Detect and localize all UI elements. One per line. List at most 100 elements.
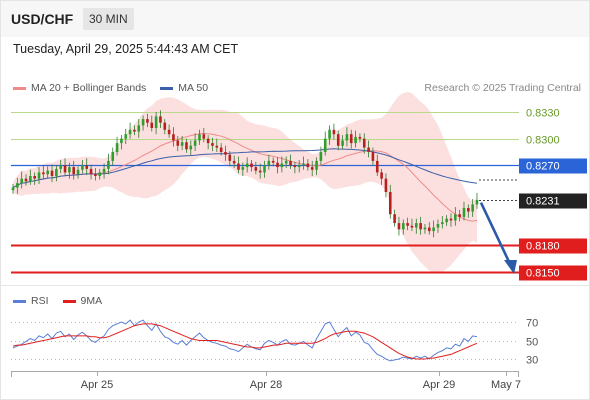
candle-up (280, 163, 284, 168)
candle-up (37, 172, 41, 179)
candle-down (397, 223, 401, 230)
candle-up (198, 134, 201, 141)
candle (111, 147, 115, 166)
candle (328, 125, 331, 145)
candle (436, 219, 440, 233)
candle (72, 160, 76, 180)
candle (371, 147, 375, 166)
candle-up (345, 134, 349, 141)
candle-up (454, 214, 457, 221)
candle (341, 135, 344, 150)
candle-down (427, 227, 431, 232)
candle-down (237, 163, 240, 170)
rsi-tick-label: 50 (526, 337, 538, 349)
rsi-tick-label: 30 (526, 355, 538, 367)
candle (462, 201, 466, 221)
candle-up (154, 116, 158, 128)
candle (454, 207, 457, 226)
candle (380, 168, 383, 185)
candle (388, 184, 392, 219)
candle (150, 115, 154, 132)
candle-down (94, 174, 97, 176)
candle (189, 140, 193, 156)
price-legend: MA 20 + Bollinger Bands MA 50 (13, 82, 208, 94)
candle-up (11, 187, 15, 191)
candle (375, 154, 379, 176)
candle-down (467, 208, 470, 212)
ma9-swatch (62, 299, 76, 303)
candle (81, 160, 84, 174)
candle-down (250, 163, 253, 168)
candle (397, 216, 401, 236)
candle (267, 154, 271, 170)
level-label: 0.8180 (526, 241, 560, 253)
candle (228, 151, 232, 167)
x-tick-label: Apr 29 (423, 379, 455, 391)
candle (401, 219, 405, 235)
candle (133, 125, 136, 136)
rsi-label: RSI (31, 295, 49, 307)
candle (20, 171, 23, 189)
candle-down (167, 129, 171, 135)
candle-up (423, 227, 427, 230)
level-label: 0.8231 (526, 196, 560, 208)
candle (63, 158, 67, 176)
candle-up (354, 136, 357, 144)
candle (154, 112, 158, 135)
candle-up (46, 170, 49, 175)
candle-down (33, 176, 36, 179)
candle (180, 136, 184, 151)
candle (55, 165, 58, 182)
candle (42, 165, 45, 179)
candle (441, 216, 444, 229)
candle-up (107, 160, 110, 169)
candle-down (42, 172, 45, 175)
candle-up (115, 143, 119, 152)
candle (24, 174, 28, 186)
level-badge (519, 193, 587, 209)
level-label: 0.8270 (526, 161, 560, 173)
candle-down (293, 165, 297, 168)
candle-up (401, 223, 405, 230)
candle-down (367, 147, 370, 152)
candle (128, 122, 132, 139)
candle-up (284, 160, 288, 164)
candle-up (111, 152, 115, 161)
candle (33, 172, 36, 185)
candle-down (336, 134, 340, 146)
timeframe-button[interactable]: 30 MIN (83, 8, 134, 30)
candle-up (436, 224, 440, 228)
candle (475, 192, 479, 209)
candle-up (102, 168, 106, 173)
timestamp: Tuesday, April 29, 2025 5:44:43 AM CET (13, 42, 239, 56)
candle-up (55, 168, 58, 176)
candle (276, 157, 279, 174)
projection-arrow-head (504, 260, 517, 274)
candle (302, 156, 305, 170)
candle (202, 128, 206, 143)
candle (29, 169, 32, 185)
candle (471, 199, 474, 217)
rsi-ma9-line (12, 323, 478, 360)
candle-up (328, 129, 331, 139)
candle-up (432, 227, 435, 232)
candle-up (98, 172, 102, 176)
candle (406, 217, 409, 231)
candle (176, 136, 180, 152)
candle-down (375, 160, 379, 173)
candle-down (185, 142, 188, 150)
candle (50, 164, 54, 183)
candle (89, 164, 93, 180)
ma9-label: 9MA (80, 295, 103, 307)
candle-down (271, 160, 275, 163)
candle (258, 163, 262, 179)
candle-up (128, 129, 132, 135)
candle-up (241, 167, 245, 170)
candle-up (81, 165, 84, 170)
candle-down (219, 147, 223, 152)
candle (124, 128, 128, 144)
candle (319, 146, 323, 166)
level-badge (519, 158, 587, 174)
rsi-legend: RSI 9MA (13, 295, 102, 307)
candle-up (20, 178, 23, 184)
